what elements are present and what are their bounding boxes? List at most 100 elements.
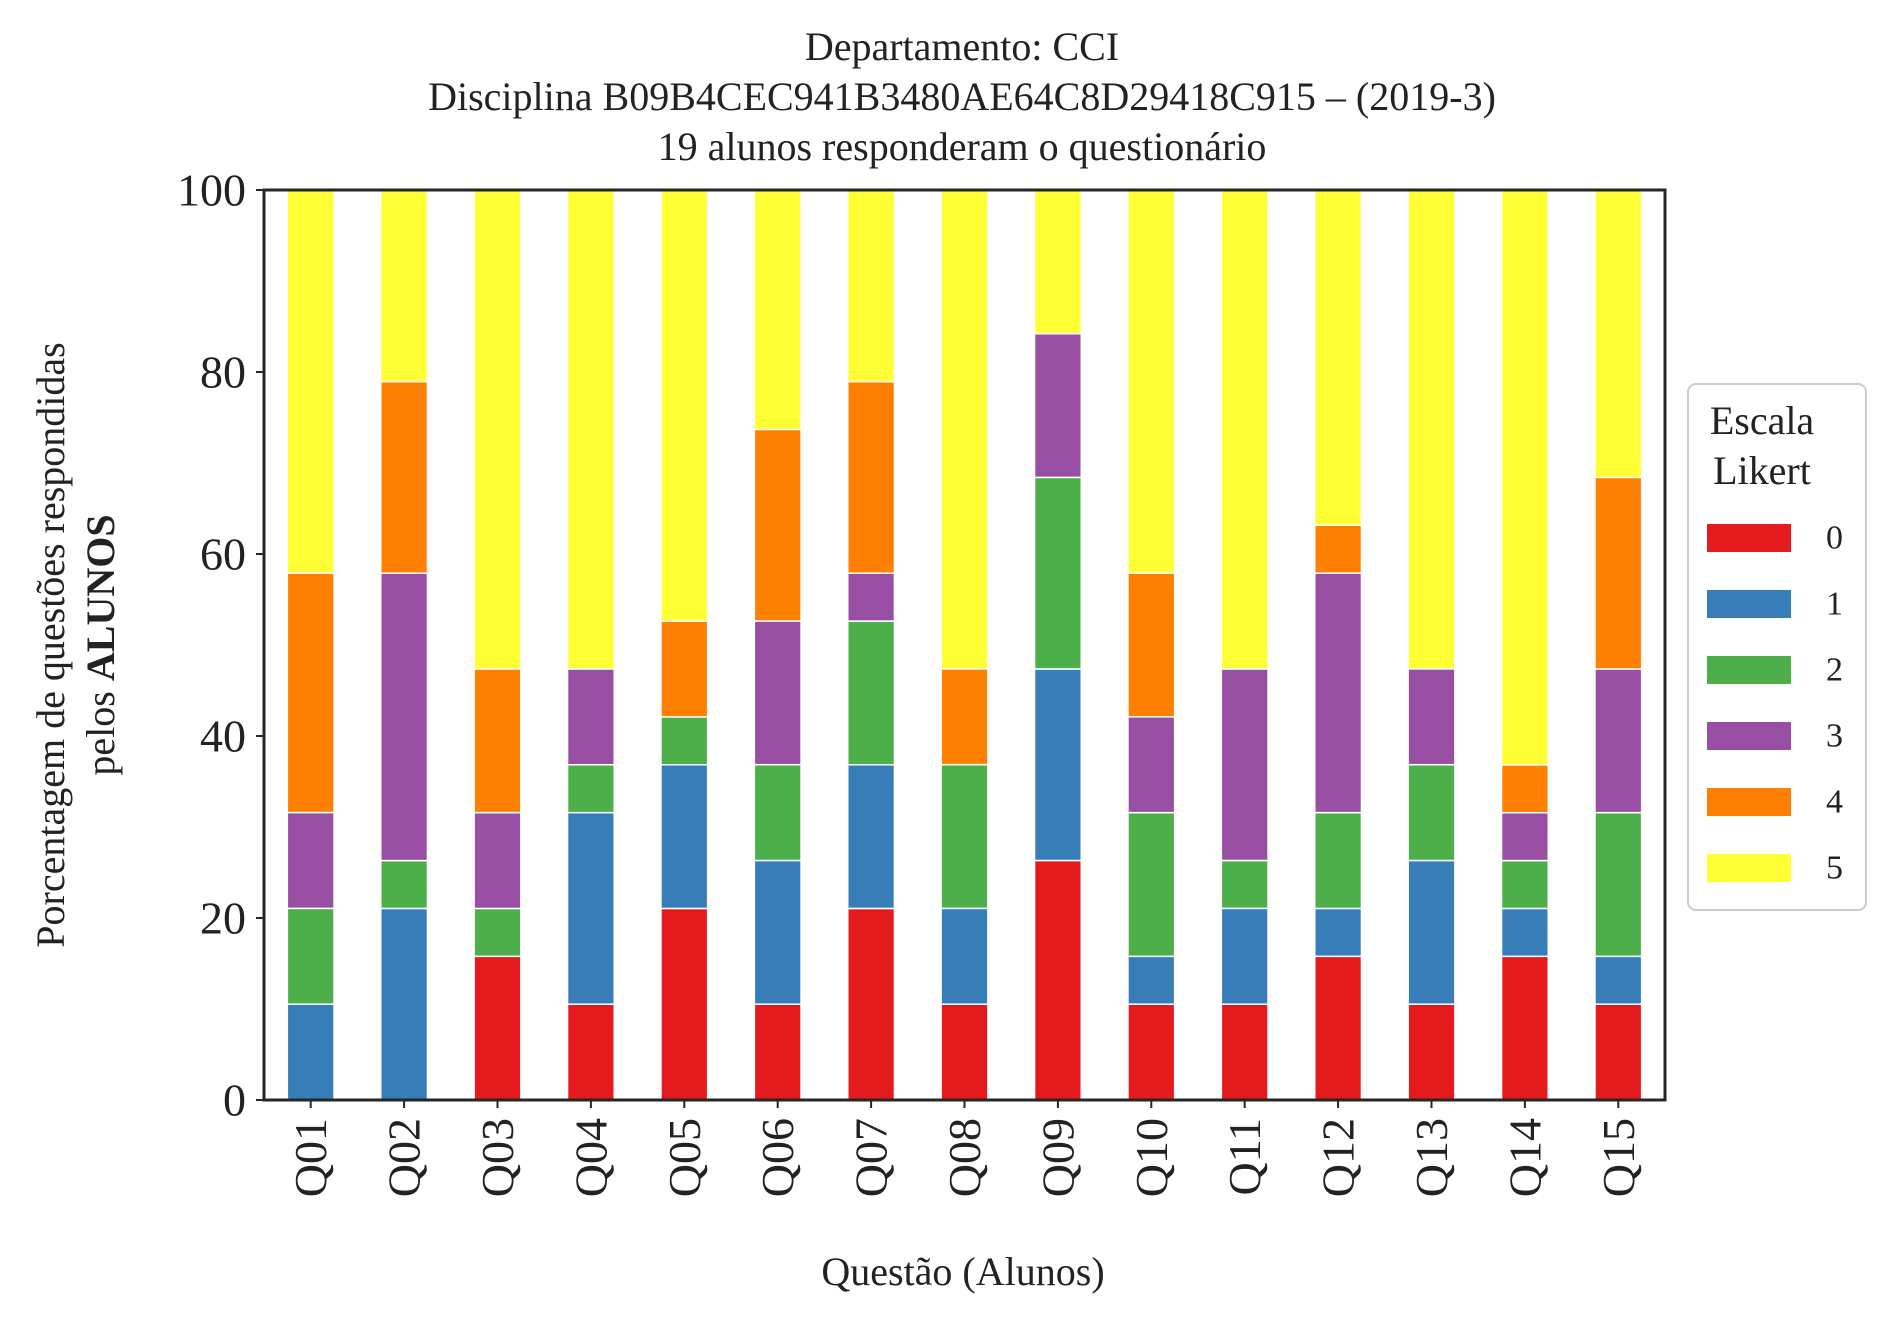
- legend-label-likert-2: 2: [1826, 652, 1843, 689]
- bar-segment-q11-likert-0: [1220, 1003, 1269, 1101]
- bar-segment-q01-likert-3: [286, 811, 335, 910]
- x-tick-label: Q12: [1313, 1118, 1364, 1197]
- bar-segment-q01-likert-4: [286, 572, 335, 814]
- legend-title-line-1: Escala: [1710, 398, 1815, 443]
- bar-segment-q03-likert-5: [473, 189, 522, 670]
- y-axis-label-prefix: pelos: [78, 681, 123, 775]
- bar-segment-q01-likert-1: [286, 1003, 335, 1101]
- bar-segment-q01-likert-5: [286, 189, 335, 574]
- bar-segment-q04-likert-3: [566, 668, 615, 766]
- legend-label-likert-3: 3: [1826, 718, 1843, 755]
- bar-segment-q14-likert-2: [1500, 859, 1550, 910]
- bar-segment-q12-likert-2: [1314, 811, 1363, 910]
- bar-segment-q05-likert-5: [660, 189, 709, 622]
- x-axis-ticks: Q01 Q02 Q03 Q04 Q05 Q06 Q07 Q08 Q09 Q10 Q11 Q12 Q13 Q…: [285, 1100, 1644, 1197]
- bar-segment-q01-likert-2: [286, 907, 335, 1005]
- legend-label-likert-5: 5: [1826, 850, 1843, 887]
- y-tick-label: 100: [177, 165, 246, 216]
- bar-segment-q04-likert-5: [566, 189, 615, 670]
- bar-segment-q06-likert-4: [753, 428, 802, 622]
- x-tick-label: Q04: [565, 1118, 616, 1197]
- legend-label-likert-4: 4: [1826, 784, 1843, 821]
- legend: Escala Likert 0 1 2 3 4 5: [1687, 383, 1867, 911]
- bar-segment-q02-likert-5: [380, 189, 429, 383]
- bar-segment-q13-likert-1: [1407, 859, 1456, 1005]
- legend-swatch-likert-4: [1707, 788, 1791, 816]
- x-tick-label: Q05: [659, 1118, 710, 1197]
- legend-swatch-likert-2: [1707, 656, 1791, 684]
- legend-swatch-likert-1: [1707, 590, 1791, 618]
- legend-frame: [1687, 383, 1867, 911]
- legend-label-likert-1: 1: [1826, 586, 1843, 623]
- bar-segment-q15-likert-1: [1594, 955, 1643, 1005]
- bar-segment-q02-likert-1: [380, 907, 429, 1101]
- bar-segment-q14-likert-4: [1500, 764, 1550, 814]
- bar-segment-q03-likert-4: [473, 668, 522, 814]
- bar-segment-q07-likert-2: [847, 620, 896, 766]
- bar-segment-q15-likert-0: [1594, 1003, 1643, 1101]
- y-axis-ticks: 0 20 40 60 80 100: [177, 165, 264, 1126]
- bar-segment-q10-likert-4: [1127, 572, 1176, 718]
- bar-segment-q15-likert-2: [1594, 811, 1643, 958]
- bar-segment-q06-likert-5: [753, 189, 802, 431]
- legend-swatch-likert-3: [1707, 722, 1791, 750]
- bar-segment-q09-likert-3: [1033, 332, 1083, 479]
- bar-segment-q07-likert-0: [847, 907, 896, 1101]
- y-tick-label: 60: [200, 529, 246, 580]
- bar-segment-q14-likert-3: [1500, 811, 1550, 862]
- bar-segment-q10-likert-1: [1127, 955, 1176, 1005]
- bar-segment-q11-likert-5: [1220, 189, 1269, 670]
- bar-segment-q08-likert-0: [940, 1003, 989, 1101]
- x-tick-label: Q15: [1593, 1118, 1644, 1197]
- x-tick-label: Q13: [1406, 1118, 1457, 1197]
- bar-segment-q06-likert-3: [753, 620, 802, 766]
- bar-segment-q09-likert-2: [1033, 476, 1083, 670]
- chart-title: Departamento: CCI Disciplina B09B4CEC941…: [428, 24, 1496, 169]
- bar-segment-q03-likert-0: [473, 955, 522, 1101]
- y-tick-label: 40: [200, 711, 246, 762]
- bar-segment-q11-likert-3: [1220, 668, 1269, 862]
- bar-segment-q10-likert-0: [1127, 1003, 1176, 1101]
- bar-segment-q07-likert-4: [847, 380, 896, 574]
- legend-items: 0 1 2 3 4 5: [1707, 520, 1843, 887]
- legend-title-line-2: Likert: [1713, 448, 1811, 493]
- bar-segment-q08-likert-1: [940, 907, 989, 1005]
- chart-title-line-1: Departamento: CCI: [805, 24, 1119, 69]
- y-axis-label-line-2: pelos ALUNOS: [78, 514, 123, 775]
- bar-segment-q13-likert-5: [1407, 189, 1456, 670]
- bar-segment-q12-likert-1: [1314, 907, 1363, 958]
- bar-segment-q15-likert-5: [1594, 189, 1643, 479]
- chart-title-line-2: Disciplina B09B4CEC941B3480AE64C8D29418C…: [428, 74, 1496, 119]
- bar-segment-q15-likert-4: [1594, 476, 1643, 670]
- x-axis-label: Questão (Alunos): [821, 1249, 1104, 1294]
- bar-segment-q12-likert-0: [1314, 955, 1363, 1101]
- y-axis-label: Porcentagem de questões respondidas pelo…: [28, 342, 123, 947]
- bar-segment-q02-likert-4: [380, 380, 429, 574]
- bar-segment-q09-likert-0: [1033, 859, 1083, 1101]
- x-tick-label: Q03: [472, 1118, 523, 1197]
- bar-segment-q13-likert-2: [1407, 763, 1456, 862]
- bar-segment-q12-likert-3: [1314, 572, 1363, 814]
- bar-segment-q10-likert-5: [1127, 189, 1176, 574]
- bar-segment-q05-likert-4: [660, 620, 709, 718]
- bar-segment-q09-likert-5: [1033, 189, 1083, 335]
- chart-title-line-3: 19 alunos responderam o questionário: [658, 124, 1267, 169]
- bar-segment-q10-likert-2: [1127, 811, 1176, 958]
- legend-swatch-likert-5: [1707, 854, 1791, 882]
- bar-segment-q11-likert-1: [1220, 907, 1269, 1005]
- bar-segment-q10-likert-3: [1127, 716, 1176, 814]
- bar-segment-q07-likert-5: [847, 189, 896, 383]
- bar-segment-q04-likert-1: [566, 811, 615, 1005]
- y-tick-label: 20: [200, 893, 246, 944]
- y-tick-label: 80: [200, 347, 246, 398]
- bar-segment-q02-likert-3: [380, 572, 429, 862]
- x-tick-label: Q11: [1219, 1118, 1270, 1196]
- bar-segment-q14-likert-5: [1500, 189, 1550, 766]
- bar-segment-q08-likert-2: [940, 763, 989, 910]
- x-tick-label: Q07: [846, 1118, 897, 1197]
- y-axis-label-bold: ALUNOS: [78, 514, 123, 681]
- bar-segment-q04-likert-2: [566, 764, 615, 814]
- bar-segment-q08-likert-4: [940, 668, 989, 766]
- x-tick-label: Q02: [379, 1118, 430, 1197]
- bar-segment-q05-likert-2: [660, 716, 709, 766]
